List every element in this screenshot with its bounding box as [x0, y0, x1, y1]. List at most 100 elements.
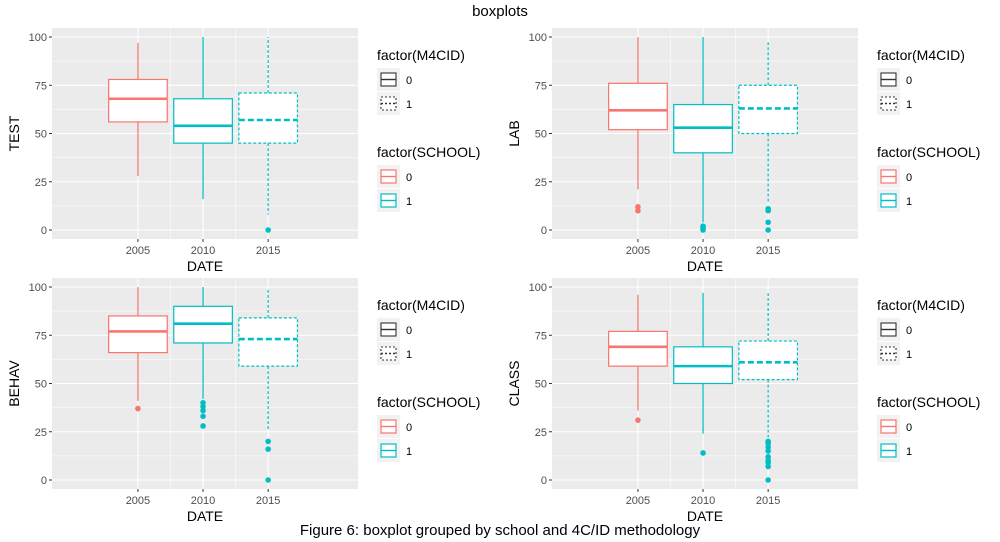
legend-title-school: factor(SCHOOL)	[377, 394, 480, 410]
outlier-point	[265, 446, 271, 452]
legend-title-m4cid: factor(M4CID)	[877, 297, 965, 313]
x-tick-label: 2015	[256, 495, 280, 507]
y-tick-label: 0	[541, 475, 547, 487]
boxplot-panel-lab: 0 25 50 75 100 2005 2010 2015 DATE LAB factor(M4CI…	[506, 28, 980, 274]
x-tick-label: 2010	[191, 245, 215, 257]
y-tick-label: 100	[29, 32, 47, 44]
y-axis-title: LAB	[506, 120, 522, 146]
y-tick-label: 0	[41, 475, 47, 487]
legend-title-m4cid: factor(M4CID)	[377, 297, 465, 313]
legend-label-m4cid: 1	[906, 99, 912, 111]
legend-title-m4cid: factor(M4CID)	[877, 47, 965, 63]
outlier-point	[200, 423, 206, 429]
box-iqr	[108, 78, 168, 123]
y-tick-label: 100	[29, 282, 47, 294]
y-tick-label: 100	[529, 282, 547, 294]
box-iqr	[608, 82, 668, 131]
legend-label-school: 0	[406, 422, 412, 434]
y-tick-label: 75	[535, 80, 547, 92]
outlier-point	[200, 403, 206, 410]
box-iqr	[738, 340, 799, 381]
y-tick-label: 25	[35, 177, 47, 189]
legend-label-school: 0	[906, 422, 912, 434]
box-iqr	[238, 92, 299, 144]
y-tick-label: 50	[35, 129, 47, 141]
box-2005	[608, 294, 668, 423]
legend-title-school: factor(SCHOOL)	[377, 144, 480, 160]
x-tick-label: 2010	[691, 495, 715, 507]
y-tick-label: 75	[35, 80, 47, 92]
y-tick-label: 75	[535, 330, 547, 342]
box-2005	[108, 287, 168, 412]
box-2010	[173, 287, 233, 429]
y-tick-label: 100	[529, 32, 547, 44]
legend-label-m4cid: 0	[406, 75, 412, 87]
x-tick-label: 2005	[126, 495, 150, 507]
figure-caption: Figure 6: boxplot grouped by school and …	[299, 522, 701, 539]
box-2005	[608, 37, 668, 214]
legend-label-school: 1	[406, 446, 412, 458]
outlier-point	[765, 227, 771, 233]
y-tick-label: 0	[541, 225, 547, 237]
outlier-point	[265, 227, 271, 233]
outlier-point	[200, 407, 206, 414]
y-tick-label: 25	[35, 427, 47, 439]
x-axis-title: DATE	[687, 508, 723, 524]
legend-label-m4cid: 0	[906, 325, 912, 337]
outlier-point	[135, 405, 141, 412]
outlier-point	[265, 477, 271, 483]
legend-label-m4cid: 1	[906, 349, 912, 361]
x-tick-label: 2010	[191, 495, 215, 507]
y-tick-label: 25	[535, 177, 547, 189]
y-axis-title: BEHAV	[6, 360, 22, 407]
outlier-point	[765, 457, 771, 464]
outlier-point	[765, 444, 771, 450]
boxplot-panel-behav: 0 25 50 75 100 2005 2010 2015 DATE BEHAV factor(M4…	[6, 278, 480, 524]
box-2015	[238, 37, 299, 233]
legend-label-school: 1	[406, 196, 412, 208]
box-iqr	[173, 98, 233, 144]
y-tick-label: 0	[41, 225, 47, 237]
legend-title-school: factor(SCHOOL)	[877, 144, 980, 160]
x-tick-label: 2005	[626, 245, 650, 257]
y-tick-label: 50	[35, 379, 47, 391]
x-tick-label: 2010	[691, 245, 715, 257]
legend-label-school: 1	[906, 446, 912, 458]
box-2010	[673, 37, 733, 233]
y-tick-label: 50	[535, 129, 547, 141]
x-axis-title: DATE	[187, 258, 223, 274]
outlier-point	[765, 477, 771, 483]
x-tick-label: 2005	[626, 495, 650, 507]
box-2010	[673, 292, 733, 456]
legend-title-school: factor(SCHOOL)	[877, 394, 980, 410]
x-tick-label: 2015	[256, 245, 280, 257]
legend-label-m4cid: 1	[406, 99, 412, 111]
y-tick-label: 75	[35, 330, 47, 342]
legend-label-school: 0	[906, 172, 912, 184]
outlier-point	[765, 219, 771, 226]
box-iqr	[238, 317, 299, 367]
x-tick-label: 2015	[756, 245, 780, 257]
figure-title: boxplots	[472, 3, 528, 20]
outlier-point	[265, 438, 271, 445]
x-tick-label: 2005	[126, 245, 150, 257]
y-axis-title: TEST	[6, 115, 22, 151]
box-2015	[738, 290, 799, 483]
outlier-point	[200, 400, 206, 406]
y-tick-label: 50	[535, 379, 547, 391]
outlier-point	[635, 207, 641, 214]
box-iqr	[608, 330, 668, 367]
outlier-point	[765, 205, 771, 212]
box-2010	[173, 37, 233, 200]
box-iqr	[108, 315, 168, 354]
y-axis-title: CLASS	[506, 361, 522, 407]
x-axis-title: DATE	[187, 508, 223, 524]
x-axis-title: DATE	[687, 258, 723, 274]
box-2015	[238, 288, 299, 483]
box-2005	[108, 42, 168, 176]
outlier-point	[765, 454, 771, 460]
x-tick-label: 2015	[756, 495, 780, 507]
legend-label-school: 0	[406, 172, 412, 184]
